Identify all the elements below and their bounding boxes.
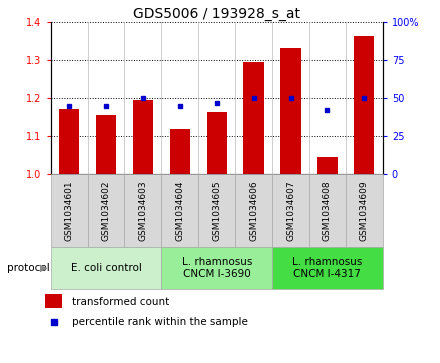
Text: ▶: ▶ [40,263,47,273]
Bar [51,247,161,289]
Text: transformed count: transformed count [73,297,170,307]
Bar [51,174,88,247]
Text: GSM1034602: GSM1034602 [102,180,110,241]
Bar [59,110,79,174]
Text: E. coli control: E. coli control [70,263,141,273]
Text: GSM1034603: GSM1034603 [138,180,147,241]
Bar [317,158,337,174]
Bar [243,62,264,174]
Bar [161,247,272,289]
Bar [96,115,116,174]
Bar [125,174,161,247]
Text: GSM1034605: GSM1034605 [212,180,221,241]
Bar [206,112,227,174]
Text: GSM1034606: GSM1034606 [249,180,258,241]
Text: L. rhamnosus
CNCM I-3690: L. rhamnosus CNCM I-3690 [182,257,252,278]
Bar [198,174,235,247]
Text: GSM1034608: GSM1034608 [323,180,332,241]
Bar [280,48,301,174]
Bar [133,99,153,174]
Bar [170,129,190,174]
Bar [346,174,383,247]
Bar [309,174,346,247]
Bar [272,174,309,247]
Text: L. rhamnosus
CNCM I-4317: L. rhamnosus CNCM I-4317 [292,257,363,278]
Bar [235,174,272,247]
Bar [88,174,125,247]
Text: GSM1034609: GSM1034609 [360,180,369,241]
Text: GSM1034601: GSM1034601 [65,180,73,241]
Title: GDS5006 / 193928_s_at: GDS5006 / 193928_s_at [133,7,300,21]
Bar [354,36,374,174]
Text: protocol: protocol [7,263,49,273]
Bar [161,174,198,247]
Text: percentile rank within the sample: percentile rank within the sample [73,317,248,327]
Bar [45,294,62,308]
Bar [272,247,383,289]
Text: GSM1034607: GSM1034607 [286,180,295,241]
Text: GSM1034604: GSM1034604 [175,180,184,241]
